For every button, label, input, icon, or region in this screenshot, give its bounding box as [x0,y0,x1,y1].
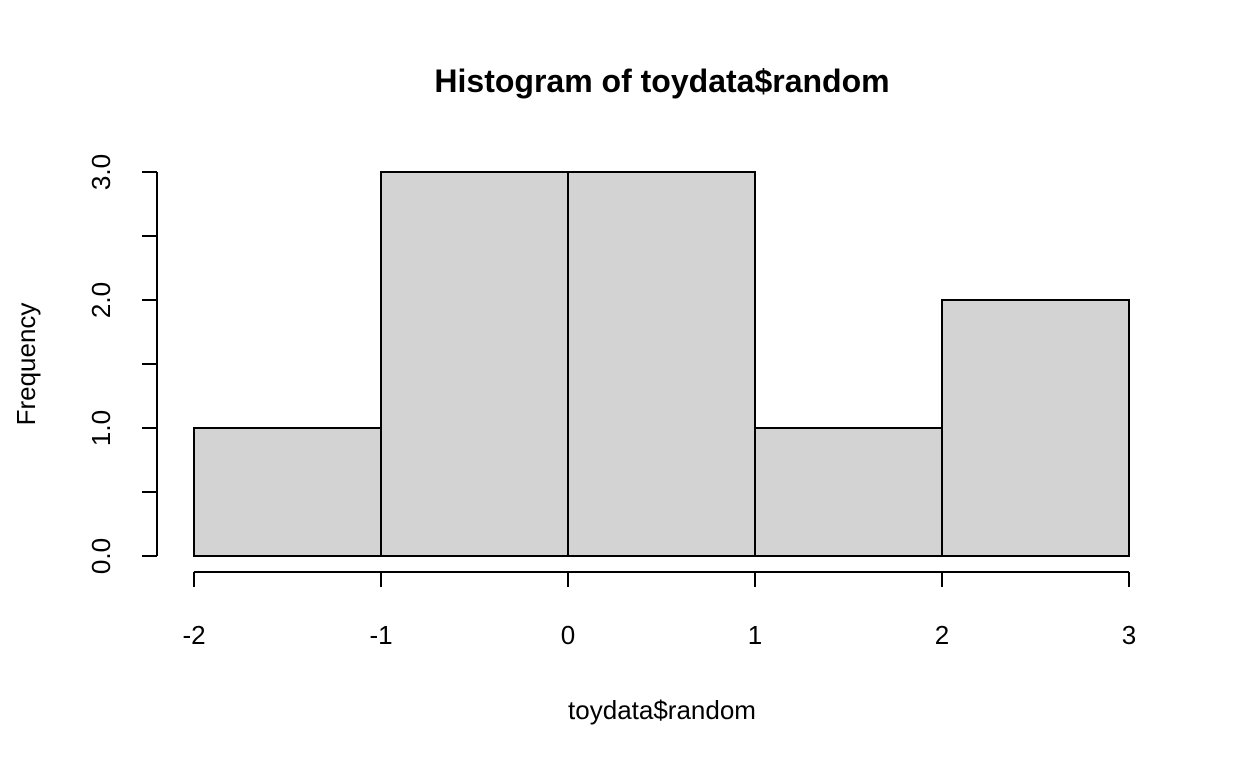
x-tick-label: 2 [935,620,949,650]
histogram-bar-3 [567,171,756,557]
histogram-bar-4 [754,427,943,557]
bars-group [193,171,1130,557]
y-axis: 0.0 1.0 2.0 3.0 [86,154,158,574]
histogram-bar-5 [941,299,1130,557]
chart-title: Histogram of toydata$random [434,63,889,99]
x-tick-label: -1 [369,620,392,650]
histogram-bar-1 [193,427,382,557]
x-tick-label: 0 [561,620,575,650]
x-tick-label: 3 [1122,620,1136,650]
x-axis: -2 -1 0 1 2 3 [182,571,1136,650]
x-axis-label: toydata$random [568,695,756,725]
y-tick-label: 0.0 [86,538,116,574]
histogram-bar-2 [380,171,569,557]
x-tick-label: -2 [182,620,205,650]
y-tick-label: 3.0 [86,154,116,190]
y-tick-label: 1.0 [86,410,116,446]
y-tick-label: 2.0 [86,282,116,318]
x-tick-label: 1 [748,620,762,650]
y-axis-label: Frequency [11,303,41,426]
